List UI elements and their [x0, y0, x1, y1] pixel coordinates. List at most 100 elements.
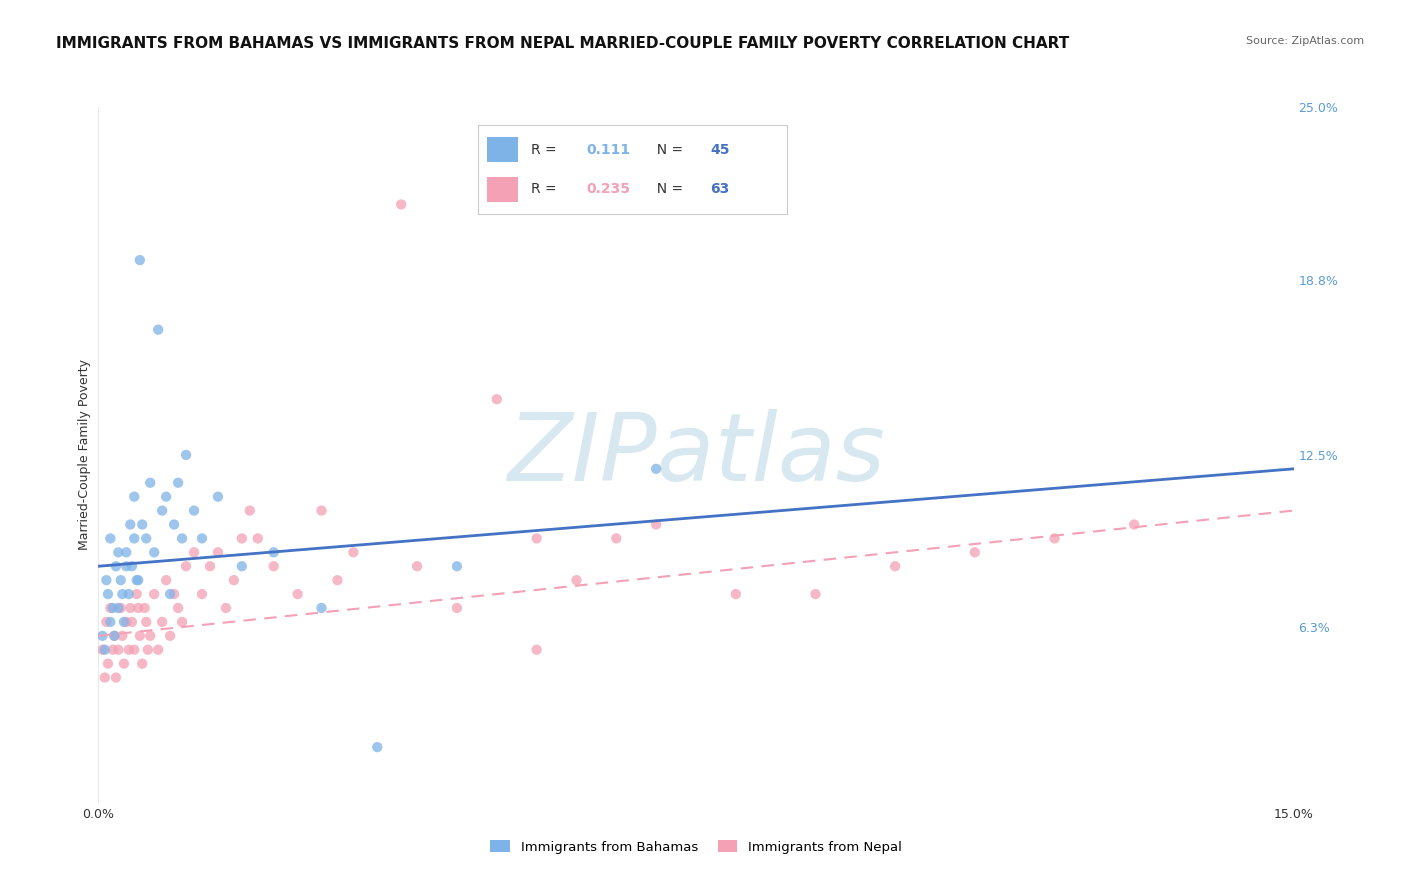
Point [127, 573, 149, 587]
Point [104, 671, 127, 685]
Text: 45: 45 [710, 143, 730, 157]
Point [287, 587, 309, 601]
Text: R =: R = [530, 182, 561, 196]
Point [884, 559, 907, 574]
Point [101, 642, 124, 657]
Y-axis label: Married-Couple Family Poverty: Married-Couple Family Poverty [79, 359, 91, 550]
Point [174, 559, 197, 574]
FancyBboxPatch shape [488, 177, 519, 202]
Point [191, 532, 214, 546]
Point [110, 573, 132, 587]
Point [172, 532, 194, 546]
Point [1123, 517, 1146, 532]
Point [112, 615, 135, 629]
Point [98, 601, 122, 615]
Point [111, 629, 134, 643]
Point [124, 490, 146, 504]
Point [174, 448, 197, 462]
Point [131, 657, 153, 671]
Point [389, 197, 412, 211]
Point [103, 629, 125, 643]
Text: 0.111: 0.111 [586, 143, 630, 157]
Point [136, 642, 159, 657]
Point [526, 642, 548, 657]
Point [143, 587, 166, 601]
Point [118, 642, 141, 657]
Point [124, 642, 146, 657]
Point [565, 573, 588, 587]
Point [155, 573, 177, 587]
Point [107, 601, 129, 615]
Point [112, 657, 135, 671]
Point [1043, 532, 1066, 546]
Point [311, 503, 333, 517]
Point [107, 642, 129, 657]
Point [446, 601, 468, 615]
Point [104, 559, 127, 574]
Point [406, 559, 429, 574]
Point [128, 629, 150, 643]
Point [150, 503, 173, 517]
Point [231, 559, 253, 574]
Point [135, 615, 157, 629]
Point [91, 642, 114, 657]
Text: 63: 63 [710, 182, 730, 196]
Point [128, 253, 150, 268]
Point [485, 392, 508, 407]
Point [183, 545, 205, 559]
Point [263, 559, 285, 574]
Point [311, 601, 333, 615]
Point [120, 601, 142, 615]
Point [167, 475, 190, 490]
Point [239, 503, 262, 517]
Point [134, 601, 156, 615]
Point [163, 587, 186, 601]
Point [263, 545, 285, 559]
Point [125, 573, 148, 587]
Point [124, 532, 146, 546]
Text: R =: R = [530, 143, 561, 157]
Text: N =: N = [648, 143, 688, 157]
Point [121, 559, 143, 574]
FancyBboxPatch shape [488, 137, 519, 162]
Point [98, 532, 122, 546]
Point [605, 532, 627, 546]
Point [101, 601, 124, 615]
Point [143, 545, 166, 559]
Point [207, 545, 229, 559]
Point [172, 615, 194, 629]
Point [326, 573, 349, 587]
Point [366, 740, 388, 755]
Point [115, 615, 138, 629]
Point [115, 559, 138, 574]
Point [107, 545, 129, 559]
Point [207, 490, 229, 504]
Point [645, 462, 668, 476]
Point [94, 642, 117, 657]
Text: 0.235: 0.235 [586, 182, 630, 196]
Point [215, 601, 238, 615]
Point [131, 517, 153, 532]
Point [115, 545, 138, 559]
Point [148, 642, 170, 657]
Point [167, 601, 190, 615]
Point [111, 587, 134, 601]
Point [222, 573, 245, 587]
Point [159, 629, 181, 643]
Point [159, 587, 181, 601]
Point [125, 587, 148, 601]
Point [446, 559, 468, 574]
Point [198, 559, 221, 574]
Point [139, 629, 162, 643]
Point [139, 475, 162, 490]
Point [246, 532, 269, 546]
Point [155, 490, 177, 504]
Point [118, 587, 141, 601]
Text: ZIPatlas: ZIPatlas [508, 409, 884, 500]
Legend: Immigrants from Bahamas, Immigrants from Nepal: Immigrants from Bahamas, Immigrants from… [485, 835, 907, 859]
Point [103, 629, 125, 643]
Point [526, 532, 548, 546]
Point [96, 615, 118, 629]
Point [191, 587, 214, 601]
Point [121, 615, 143, 629]
